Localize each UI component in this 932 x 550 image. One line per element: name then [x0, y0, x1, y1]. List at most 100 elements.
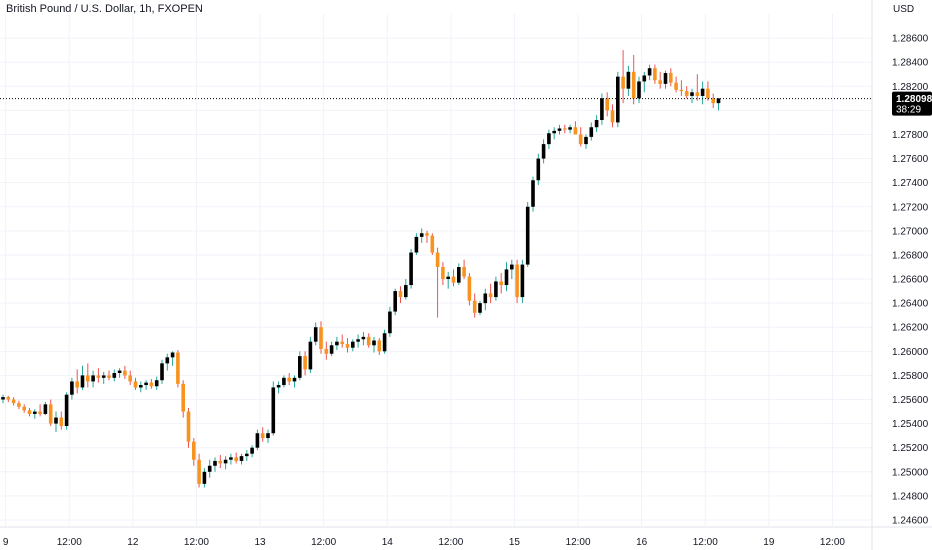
candle	[91, 370, 95, 388]
x-tick-label: 12:00	[438, 537, 463, 548]
candle	[271, 381, 276, 436]
candle-body	[48, 404, 53, 424]
y-tick-label: 1.28200	[892, 82, 929, 93]
candle	[1, 394, 5, 404]
candle-body	[430, 235, 435, 253]
candle-body	[716, 98, 721, 104]
candle-body	[356, 339, 360, 342]
y-tick-label: 1.26400	[892, 299, 929, 310]
candle-body	[27, 410, 32, 414]
candle-body	[149, 382, 154, 387]
candle	[186, 407, 191, 448]
candle	[366, 333, 371, 348]
candle-body	[457, 266, 461, 283]
candle-body	[515, 264, 519, 298]
candle-body	[271, 387, 276, 434]
candle-body	[313, 327, 318, 342]
candle-body	[637, 81, 641, 99]
candle-body	[653, 68, 657, 81]
candle	[398, 286, 403, 304]
candle	[75, 369, 79, 394]
candle-body	[170, 352, 175, 358]
candle-body	[462, 266, 466, 277]
candle-body	[414, 236, 419, 253]
candle	[345, 338, 350, 353]
candle-body	[75, 381, 79, 388]
candle	[584, 134, 588, 149]
candle-body	[531, 180, 535, 207]
candle	[260, 427, 265, 442]
candle-body	[154, 380, 159, 387]
candle	[430, 233, 435, 255]
candle	[70, 377, 74, 400]
candle	[292, 375, 297, 388]
candle-body	[160, 363, 164, 381]
candle-body	[303, 356, 307, 370]
candle-body	[605, 98, 609, 111]
candle	[404, 279, 408, 300]
candle	[441, 262, 445, 286]
candle-body	[557, 128, 562, 131]
candle	[335, 336, 339, 351]
candle	[616, 71, 620, 128]
candle	[43, 401, 48, 416]
candle	[276, 381, 281, 394]
candle	[356, 334, 360, 348]
candle-body	[573, 127, 578, 135]
candle	[510, 259, 514, 280]
candle-body	[165, 357, 170, 364]
candle-body	[409, 252, 413, 286]
candle	[213, 457, 217, 472]
candle-body	[218, 460, 223, 464]
candle	[393, 288, 397, 316]
candle	[621, 50, 625, 104]
candle	[552, 127, 556, 140]
candle-body	[11, 399, 16, 404]
candle-body	[690, 92, 694, 96]
candle	[504, 262, 509, 292]
candle	[642, 71, 647, 93]
candle-body	[117, 370, 122, 374]
candle-body	[282, 377, 286, 386]
candle-body	[123, 370, 127, 376]
candle-body	[112, 373, 117, 378]
candle-body	[133, 381, 138, 388]
candle-body	[181, 383, 185, 412]
candle	[229, 453, 233, 465]
y-tick-label: 1.24800	[892, 491, 929, 502]
candle	[382, 329, 387, 354]
candle-body	[600, 98, 604, 121]
candle-body	[245, 453, 249, 457]
candle	[716, 98, 721, 111]
candle	[653, 64, 657, 84]
candle	[17, 400, 21, 410]
candle-body	[547, 133, 551, 145]
candle-body	[446, 276, 450, 280]
candle-body	[494, 281, 498, 298]
grid	[0, 14, 872, 526]
candle-body	[642, 75, 647, 82]
candle-body	[144, 382, 148, 386]
candle-body	[398, 291, 403, 298]
candle	[329, 341, 334, 357]
candle-body	[255, 433, 260, 448]
candle-body	[419, 233, 424, 237]
candle-body	[584, 136, 588, 145]
candle-body	[404, 285, 408, 298]
candle-body	[700, 88, 705, 96]
candle-body	[393, 291, 397, 312]
candle	[266, 429, 270, 443]
candle	[472, 293, 477, 318]
candle	[610, 104, 615, 128]
candle	[388, 306, 392, 337]
candle	[594, 115, 599, 133]
candle	[64, 392, 69, 430]
candle-body	[329, 345, 334, 354]
x-tick-label: 19	[763, 537, 775, 548]
candle	[11, 397, 16, 406]
candle	[669, 68, 673, 87]
candle	[637, 76, 641, 104]
last-price-countdown: 38:29	[896, 105, 921, 116]
candle-body	[139, 385, 143, 388]
